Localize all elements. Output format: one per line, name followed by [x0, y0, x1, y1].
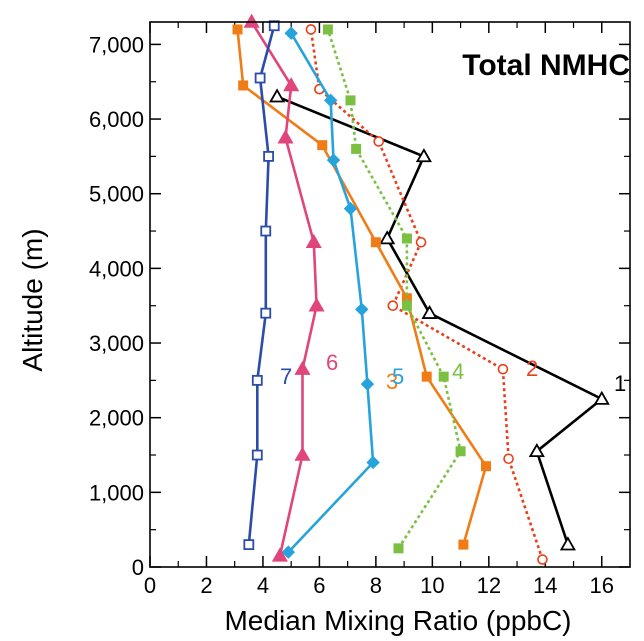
- series-1: 1: [269, 88, 626, 551]
- x-tick-label: 0: [144, 573, 156, 598]
- data-point: [481, 461, 491, 472]
- data-point: [497, 363, 509, 375]
- data-point: [243, 13, 260, 28]
- data-point: [438, 371, 449, 382]
- data-point: [387, 300, 399, 311]
- series-2: 2: [305, 24, 548, 565]
- series-line: [250, 21, 318, 557]
- data-point: [322, 24, 333, 35]
- x-tick-label: 4: [257, 573, 269, 598]
- data-point: [326, 153, 341, 167]
- data-point: [345, 95, 356, 106]
- data-point: [373, 136, 385, 147]
- data-point: [243, 539, 255, 551]
- data-point: [355, 302, 369, 317]
- y-tick-label: 4,000: [89, 256, 144, 281]
- x-tick-label: 8: [370, 573, 382, 598]
- y-tick-label: 0: [132, 555, 144, 580]
- series-label: 5: [392, 364, 404, 389]
- data-point: [260, 225, 272, 237]
- data-point: [537, 554, 548, 565]
- data-point: [421, 371, 432, 382]
- series-label: 7: [280, 364, 292, 389]
- data-point: [294, 446, 311, 461]
- data-point: [260, 307, 272, 319]
- data-point: [251, 374, 263, 386]
- data-point: [421, 304, 438, 319]
- x-tick-label: 12: [477, 573, 501, 598]
- data-point: [281, 545, 296, 559]
- data-point: [305, 24, 317, 35]
- data-point: [323, 93, 338, 108]
- series-6: 6: [243, 13, 338, 562]
- data-point: [401, 233, 412, 244]
- data-point: [251, 449, 263, 461]
- series-label: 1: [614, 371, 626, 396]
- y-tick-label: 6,000: [89, 107, 144, 132]
- y-tick-label: 5,000: [89, 182, 144, 207]
- data-point: [401, 300, 412, 311]
- series-5: 5: [281, 26, 404, 559]
- data-point: [366, 455, 380, 470]
- series-line: [309, 29, 544, 560]
- plot-frame: [149, 21, 631, 568]
- series-3: 3: [232, 24, 491, 550]
- chart-title: Total NMHC: [462, 49, 630, 82]
- data-point: [305, 233, 322, 249]
- axis-ticks: [149, 22, 630, 568]
- series-line: [236, 29, 488, 545]
- y-axis-label: Altitude (m): [17, 228, 48, 371]
- data-point: [503, 453, 514, 465]
- series-label: 6: [326, 350, 338, 375]
- data-point: [415, 148, 432, 163]
- data-point: [458, 539, 469, 550]
- x-tick-label: 16: [590, 573, 614, 598]
- data-point: [351, 143, 362, 154]
- x-tick-label: 2: [200, 573, 212, 598]
- series-line: [276, 95, 604, 546]
- y-tick-label: 2,000: [89, 406, 144, 431]
- data-point: [593, 390, 610, 405]
- series-line: [247, 25, 276, 545]
- data-point: [360, 377, 375, 391]
- data-point: [232, 24, 243, 35]
- series-4: 4: [322, 24, 466, 554]
- y-tick-label: 3,000: [89, 331, 144, 356]
- data-point: [271, 547, 288, 562]
- data-point: [528, 442, 545, 458]
- data-point: [317, 140, 328, 151]
- data-point: [277, 129, 294, 144]
- x-axis-label: Median Mixing Ratio (ppbC): [224, 605, 571, 636]
- data-point: [294, 360, 311, 375]
- data-point: [254, 72, 266, 84]
- data-point: [263, 150, 274, 162]
- data-point: [455, 446, 466, 457]
- data-point: [238, 80, 249, 91]
- series-7: 7: [243, 20, 292, 551]
- series-label: 4: [452, 359, 464, 384]
- data-point: [559, 536, 576, 551]
- y-tick-label: 7,000: [89, 32, 144, 57]
- series-label: 3: [386, 369, 398, 394]
- series-line: [287, 32, 375, 553]
- x-tick-label: 6: [313, 573, 325, 598]
- data-point: [370, 237, 381, 248]
- y-tick-label: 1,000: [89, 480, 144, 505]
- series-layer: 1 2 3 4 5 6 7: [232, 13, 626, 565]
- series-line: [326, 29, 462, 550]
- series-label: 2: [526, 356, 538, 381]
- x-tick-label: 10: [420, 573, 444, 598]
- data-point: [283, 77, 300, 92]
- data-point: [393, 543, 404, 554]
- data-point: [284, 26, 298, 40]
- tick-labels: 0 2 4 6 8 10 12 14 16 0 1,000 2,000 3,000 4,000 5,000 6…: [89, 32, 614, 598]
- data-point: [308, 297, 325, 312]
- data-point: [343, 201, 358, 216]
- data-point: [269, 88, 286, 103]
- x-tick-label: 14: [533, 573, 557, 598]
- data-point: [379, 230, 396, 245]
- data-point: [415, 236, 427, 248]
